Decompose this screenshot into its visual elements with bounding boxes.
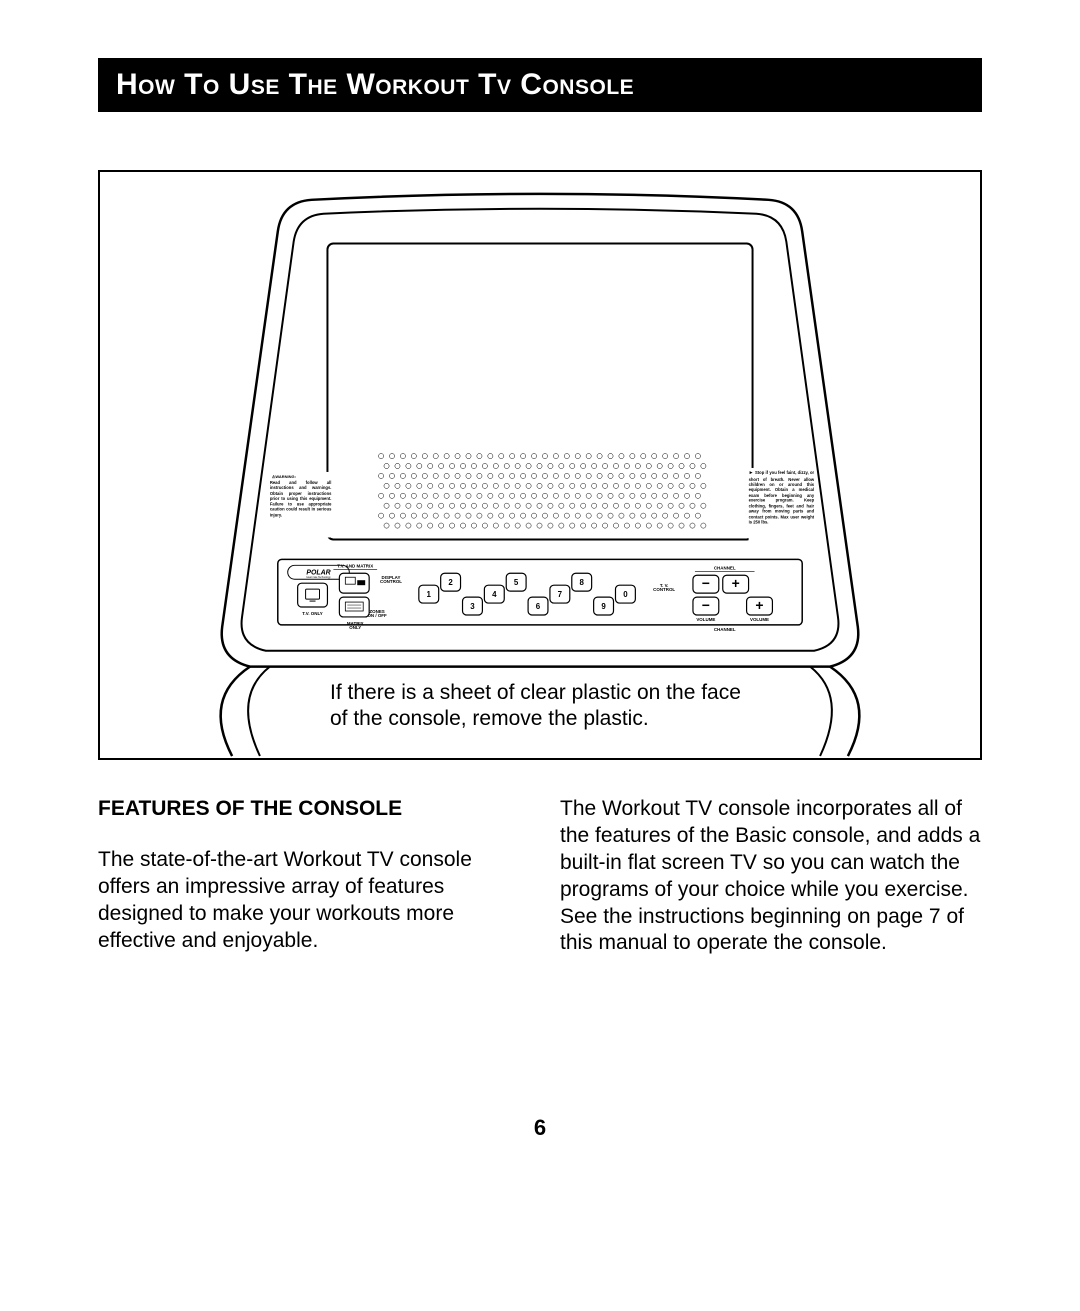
svg-text:+: + <box>755 597 763 613</box>
warning-right-text: ► Stop if you feel faint, dizzy, or shor… <box>749 470 815 525</box>
svg-text:CHANNEL: CHANNEL <box>714 627 736 632</box>
svg-text:CHANNEL: CHANNEL <box>714 565 736 570</box>
figure-caption: If there is a sheet of clear plastic on … <box>330 680 750 733</box>
column-right: The Workout TV console incorporates all … <box>560 796 982 957</box>
svg-text:ZONESON / OFF: ZONESON / OFF <box>367 609 387 618</box>
svg-text:VOLUME: VOLUME <box>750 617 769 622</box>
svg-text:2: 2 <box>448 578 453 587</box>
svg-text:9: 9 <box>601 602 606 611</box>
svg-text:0: 0 <box>623 590 628 599</box>
warning-left-panel: ⚠WARNING: Read and follow all instructio… <box>270 472 332 540</box>
svg-text:Heart rate Technology: Heart rate Technology <box>306 576 331 579</box>
svg-text:T.V. ONLY: T.V. ONLY <box>302 611 322 616</box>
col1-paragraph: The state-of-the-art Workout TV console … <box>98 847 520 955</box>
svg-text:8: 8 <box>580 578 585 587</box>
svg-text:3: 3 <box>470 602 475 611</box>
features-subheading: FEATURES OF THE CONSOLE <box>98 796 520 823</box>
page-title-bar: How To Use The Workout Tv Console <box>98 58 982 112</box>
console-illustration: ⚠WARNING: Read and follow all instructio… <box>100 172 980 758</box>
warning-left-text: Read and follow all instructions and war… <box>270 480 332 518</box>
svg-text:6: 6 <box>536 602 541 611</box>
svg-text:1: 1 <box>427 590 432 599</box>
col2-paragraph: The Workout TV console incorporates all … <box>560 796 982 957</box>
warning-right-panel: ► Stop if you feel faint, dizzy, or shor… <box>749 468 815 541</box>
svg-text:−: − <box>702 575 710 591</box>
body-columns: FEATURES OF THE CONSOLE The state-of-the… <box>98 796 982 957</box>
column-left: FEATURES OF THE CONSOLE The state-of-the… <box>98 796 520 957</box>
console-figure: ⚠WARNING: Read and follow all instructio… <box>98 170 982 760</box>
svg-text:7: 7 <box>558 590 563 599</box>
svg-text:POLAR: POLAR <box>306 569 330 576</box>
page-title: How To Use The Workout Tv Console <box>116 68 634 101</box>
svg-text:MATRIXONLY: MATRIXONLY <box>347 621 364 630</box>
svg-text:4: 4 <box>492 590 497 599</box>
svg-text:−: − <box>702 597 710 613</box>
page-number: 6 <box>534 1115 546 1141</box>
svg-text:VOLUME: VOLUME <box>696 617 715 622</box>
svg-text:DISPLAYCONTROL: DISPLAYCONTROL <box>380 575 402 584</box>
svg-text:5: 5 <box>514 578 519 587</box>
svg-text:+: + <box>732 575 740 591</box>
svg-text:T.V. AND MATRIX: T.V. AND MATRIX <box>337 563 373 568</box>
svg-text:⚠WARNING:: ⚠WARNING: <box>272 474 296 479</box>
